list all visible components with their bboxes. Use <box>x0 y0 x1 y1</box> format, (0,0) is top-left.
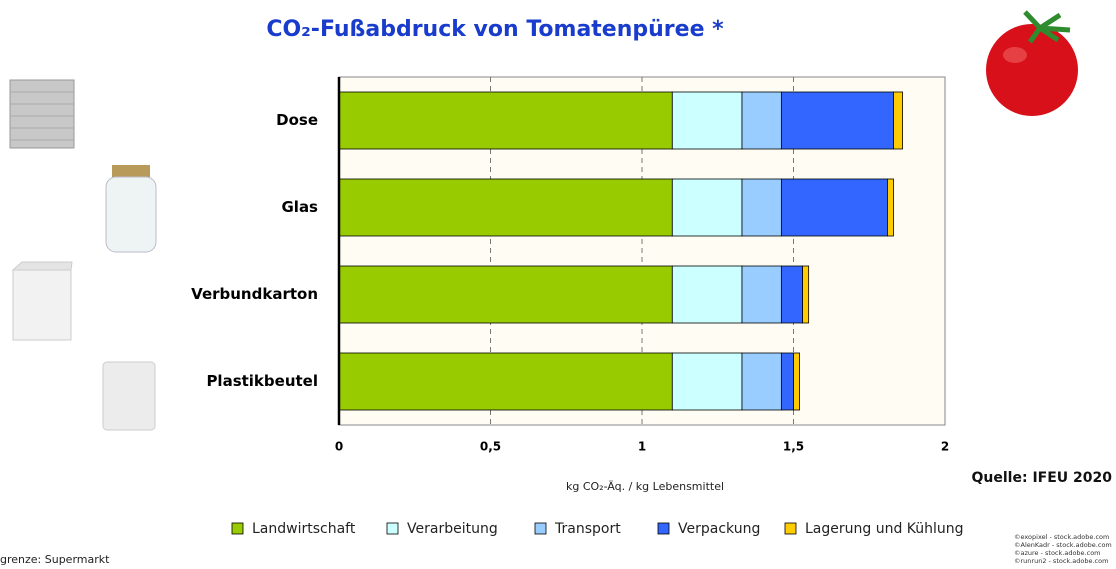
source: Quelle: IFEU 2020 <box>972 470 1113 486</box>
legend-label: Transport <box>554 521 621 537</box>
bar-segment <box>672 353 742 410</box>
footnote: grenze: Supermarkt <box>0 553 110 566</box>
bar-segment <box>339 266 672 323</box>
x-tick-label: 0 <box>335 440 343 454</box>
bar-segment <box>672 266 742 323</box>
bar-segment <box>781 353 793 410</box>
credit: ©AlenKadr - stock.adobe.com <box>1014 541 1112 549</box>
x-tick-label: 1 <box>638 440 646 454</box>
tomato-image <box>986 12 1078 116</box>
x-axis-title: kg CO₂-Äq. / kg Lebensmittel <box>566 480 724 493</box>
category-label: Dose <box>276 111 318 129</box>
bar-segment <box>742 266 781 323</box>
bar-segment <box>794 353 800 410</box>
bar-segment <box>742 353 781 410</box>
bar-segment <box>887 179 893 236</box>
carton-image <box>13 262 72 340</box>
category-label: Plastikbeutel <box>206 372 318 390</box>
legend-swatch <box>387 523 398 534</box>
x-tick-label: 0,5 <box>480 440 501 454</box>
bar-segment <box>339 92 672 149</box>
legend-swatch <box>232 523 243 534</box>
bar-segment <box>339 179 672 236</box>
bar-segment <box>781 179 887 236</box>
jar-image <box>106 165 156 252</box>
legend-swatch <box>658 523 669 534</box>
bar-segment <box>742 179 781 236</box>
chart: CO₂-Fußabdruck von Tomatenpüree * kg CO₂… <box>0 0 1116 569</box>
bar-segment <box>339 353 672 410</box>
legend-label: Landwirtschaft <box>252 521 356 537</box>
chart-title: CO₂-Fußabdruck von Tomatenpüree * <box>266 17 724 42</box>
bar-segment <box>893 92 902 149</box>
category-label: Verbundkarton <box>191 285 318 303</box>
page: CO₂-Fußabdruck von Tomatenpüree * kg CO₂… <box>0 0 1116 569</box>
bar-segment <box>672 92 742 149</box>
legend-label: Verpackung <box>678 521 760 537</box>
bar-segment <box>803 266 809 323</box>
credit: ©exopixel - stock.adobe.com <box>1014 533 1109 541</box>
can-image <box>10 80 74 148</box>
bar-segment <box>781 92 893 149</box>
credit: ©azure - stock.adobe.com <box>1014 549 1101 557</box>
category-label: Glas <box>281 198 318 216</box>
legend-swatch <box>785 523 796 534</box>
legend-label: Lagerung und Kühlung <box>805 521 964 537</box>
bar-segment <box>781 266 802 323</box>
bag-image <box>103 362 155 430</box>
legend-swatch <box>535 523 546 534</box>
credit: ©runrun2 - stock.adobe.com <box>1014 557 1108 565</box>
x-tick-label: 2 <box>941 440 949 454</box>
x-tick-label: 1,5 <box>783 440 804 454</box>
bar-segment <box>742 92 781 149</box>
bar-segment <box>672 179 742 236</box>
legend-label: Verarbeitung <box>407 521 498 537</box>
